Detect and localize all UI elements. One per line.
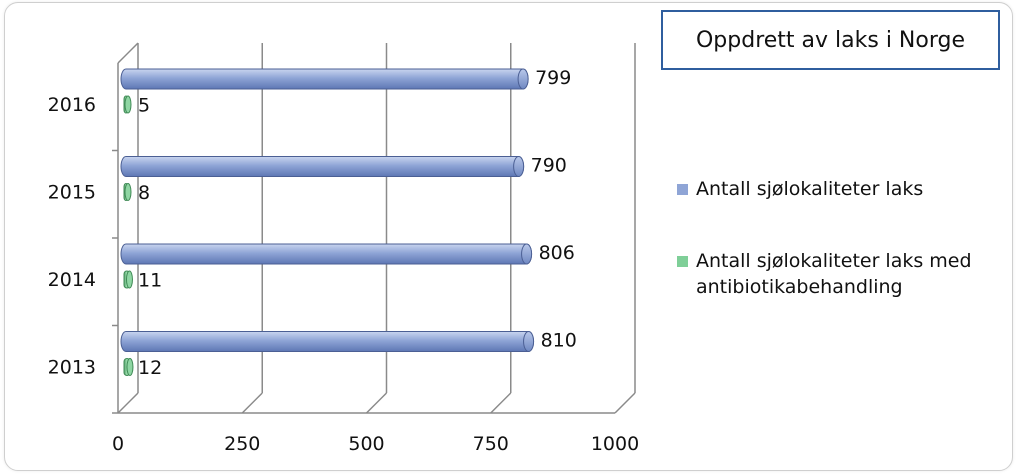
data-label-sea-sites: 790 [531,155,567,177]
labels-layer: 0 250 500 750 1000 2016 799 5 2015 790 8 2014 806 11 2… [48,67,640,455]
bar-cap [517,68,529,90]
floor-edge [117,392,139,414]
data-label-antibiotic-sites: 12 [138,357,162,379]
bars-layer [120,68,535,376]
y-tick-label: 2013 [48,356,96,378]
bar-2016-sea-sites [120,68,529,90]
bar-cap [125,270,133,289]
floor-edge [241,392,263,414]
x-tick-label: 750 [473,433,509,455]
data-label-antibiotic-sites: 8 [138,182,150,204]
legend-item-sea-sites: Antall sjølokaliteter laks [677,176,923,202]
y-tick-label: 2015 [48,181,96,203]
y-tick-label: 2016 [48,94,96,116]
bar-2014-sea-sites [120,243,533,265]
bar-cap [521,243,533,265]
y-axis-top-edge [117,42,139,64]
bar-2013-sea-sites [120,331,535,352]
legend-swatch-green [677,256,688,267]
floor-edge [614,392,636,414]
bar-cap [523,331,535,352]
data-label-antibiotic-sites: 11 [138,270,162,292]
legend-item-antibiotic-sites: Antall sjølokaliteter laks med antibioti… [677,248,997,300]
y-tick-label: 2014 [48,269,96,291]
grid-layer [117,43,636,414]
floor-edge [365,392,388,414]
x-tick-label: 500 [348,433,384,455]
data-label-sea-sites: 810 [541,330,577,352]
legend-label-sea-sites: Antall sjølokaliteter laks [696,178,924,200]
data-label-antibiotic-sites: 5 [138,95,150,117]
bar-cap [124,183,132,201]
bar-cap [126,358,134,376]
chart-title: Oppdrett av laks i Norge [661,10,1000,70]
floor-edge [490,392,512,414]
axis-layer [112,42,615,414]
bar-cap [124,95,132,114]
x-tick-label: 250 [224,433,260,455]
x-tick-label: 0 [112,433,124,455]
bar-2015-sea-sites [120,156,525,177]
data-label-sea-sites: 806 [539,242,575,264]
data-label-sea-sites: 799 [535,67,571,89]
bar-cap [513,156,525,177]
legend-label-antibiotic-sites: Antall sjølokaliteter laks med antibioti… [696,250,972,298]
x-tick-label: 1000 [591,433,639,455]
legend-swatch-blue [677,184,688,195]
